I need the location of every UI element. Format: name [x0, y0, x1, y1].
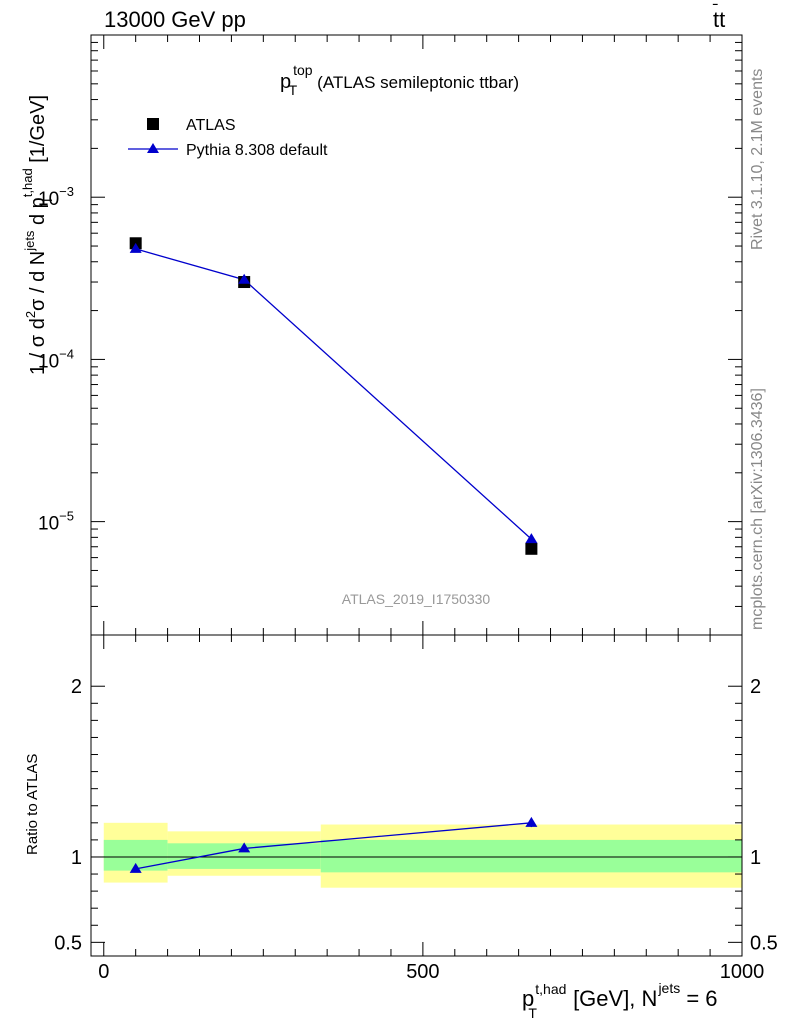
y-tick-label: 0.5	[54, 932, 82, 954]
legend-pythia-label: Pythia 8.308 default	[186, 142, 328, 159]
legend-pythia-marker	[147, 143, 159, 153]
pythia-point	[238, 273, 251, 284]
y-tick-label-right: 0.5	[750, 932, 778, 954]
main-y-axis-label: 1 / σ d2σ / d Njets d pt,hadT [1/GeV]	[20, 95, 55, 375]
x-tick-label: 1000	[720, 961, 765, 983]
ratio-y-tick-labels: 2 2 1 1 0.5 0.5	[54, 676, 778, 954]
ratio-y-axis-label: Ratio to ATLAS	[24, 754, 41, 855]
ratio-pythia-point	[238, 842, 251, 853]
ratio-frame	[90, 634, 743, 957]
stat-uncertainty-band	[320, 839, 742, 873]
y-tick-label: 2	[71, 676, 82, 698]
x-tick-labels: 0 500 1000	[98, 961, 764, 983]
y-tick-label: 10−3	[38, 184, 74, 210]
legend-atlas-label: ATLAS	[186, 117, 236, 134]
ratio-uncertainty-bands	[103, 822, 742, 888]
ratio-panel: 2 2 1 1 0.5 0.5 0 500 1000 Ratio to ATLAS pt,ha…	[24, 634, 778, 1021]
y-tick-label-right: 2	[750, 676, 761, 698]
x-tick-label: 500	[406, 961, 439, 983]
rivet-version-label: Rivet 3.1.10, 2.1M events	[749, 69, 766, 250]
main-ticks	[91, 34, 743, 636]
ratio-pythia-point	[525, 816, 538, 827]
y-tick-label: 10−5	[38, 509, 74, 535]
atlas-point	[525, 542, 538, 555]
plot-title: ptop T (ATLAS semileptonic ttbar)	[280, 62, 519, 98]
legend: ATLAS Pythia 8.308 default	[128, 117, 328, 159]
x-tick-label: 0	[98, 961, 109, 983]
ratio-ticks	[91, 635, 743, 956]
main-panel: 10−3 10−4 10−5 ptop T (ATLAS semileptonic tt…	[20, 34, 743, 636]
y-tick-label: 1	[71, 847, 82, 869]
collision-label: 13000 GeV pp	[104, 7, 246, 32]
ratio-series	[129, 816, 538, 873]
y-tick-label-right: 1	[750, 847, 761, 869]
analysis-id-watermark: ATLAS_2019_I1750330	[342, 591, 491, 607]
pythia-point	[129, 242, 142, 253]
mcplots-label: mcplots.cern.ch [arXiv:1306.3436]	[749, 388, 766, 630]
process-label: tt̄	[712, 4, 725, 32]
main-series	[129, 237, 538, 555]
main-y-tick-labels: 10−3 10−4 10−5	[38, 184, 74, 534]
y-tick-label: 10−4	[38, 346, 74, 372]
legend-atlas-marker	[147, 118, 159, 130]
x-axis-label: pt,had T [GeV], Njets = 6	[522, 980, 718, 1021]
ratio-pythia-point	[129, 862, 142, 873]
pythia-line	[135, 248, 532, 540]
pythia-point	[525, 533, 538, 544]
